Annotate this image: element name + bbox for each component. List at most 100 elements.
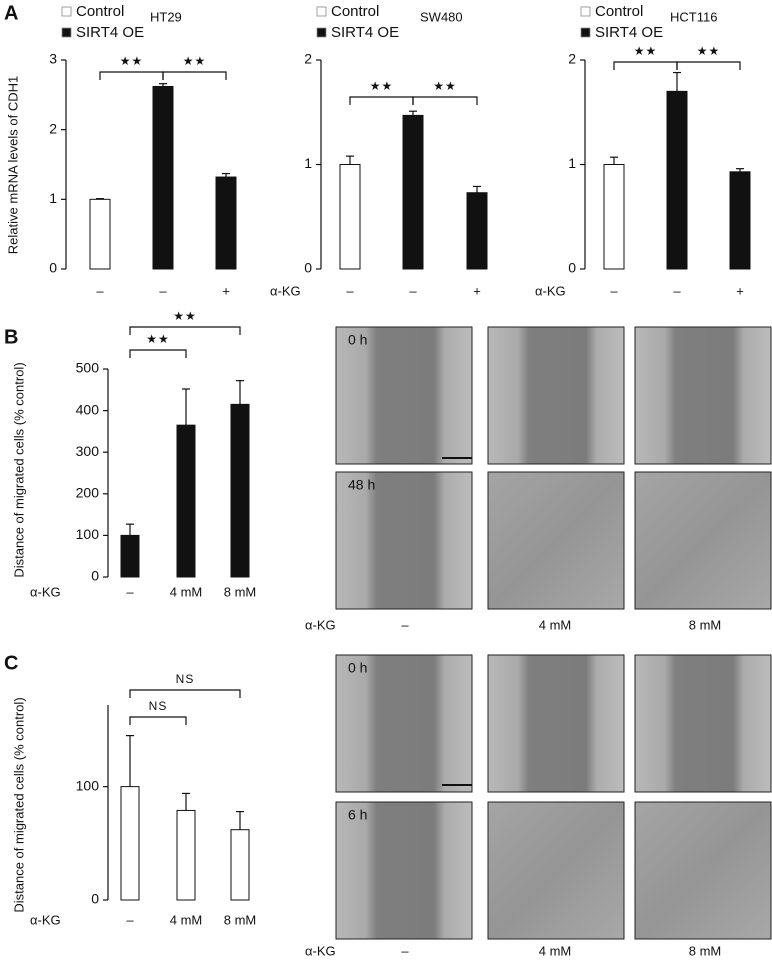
column-label: α-KG (305, 943, 336, 958)
y-tick-label: 200 (76, 485, 100, 501)
significance-bracket (99, 71, 164, 80)
bar (729, 171, 751, 270)
legend-label: SIRT4 OE (595, 24, 663, 41)
y-tick-label: 100 (76, 777, 100, 793)
y-tick-label: 500 (76, 360, 100, 376)
legend-swatch (316, 6, 327, 17)
micrograph (634, 326, 772, 465)
panel-letter: A (4, 2, 18, 24)
column-label: α-KG (305, 617, 336, 632)
legend-label: SIRT4 OE (76, 24, 144, 41)
y-tick-label: 2 (49, 120, 57, 136)
bar (120, 534, 140, 578)
x-tick-label: 8 mM (224, 584, 257, 599)
y-tick-label: 2 (304, 51, 312, 67)
significance-label: ★★ (173, 309, 197, 323)
x-tick-label: – (673, 283, 681, 298)
bar (89, 198, 111, 270)
x-tick-label: – (610, 283, 618, 298)
bar (152, 85, 174, 270)
bar (603, 164, 625, 270)
x-tick-label: + (222, 283, 230, 298)
legend-swatch (580, 6, 591, 17)
time-label: 48 h (348, 477, 375, 493)
y-tick-label: 100 (76, 526, 100, 542)
x-tick-label: – (96, 283, 104, 298)
micrograph (335, 654, 473, 793)
significance-bracket (349, 96, 414, 105)
micrograph (634, 801, 772, 940)
legend-label: SIRT4 OE (331, 24, 399, 41)
significance-label: ★★ (146, 332, 170, 346)
x-tick-label: + (473, 283, 481, 298)
micrograph (487, 801, 625, 940)
condition-label: 8 mM (689, 617, 722, 632)
micrograph (335, 801, 473, 940)
chart-title: SW480 (420, 9, 463, 24)
significance-label: ★★ (370, 79, 394, 93)
significance-label: ★★ (433, 79, 457, 93)
legend-swatch (580, 27, 591, 38)
legend-label: Control (331, 3, 379, 20)
condition-label: 4 mM (539, 617, 572, 632)
y-tick-label: 1 (304, 155, 312, 171)
legend-swatch (316, 27, 327, 38)
micrograph (335, 326, 473, 465)
micrograph (634, 471, 772, 610)
significance-bracket (613, 61, 678, 70)
y-axis-label: Distance of migrated cells (% control) (11, 362, 26, 577)
chart-title: HT29 (150, 9, 182, 24)
y-tick-label: 0 (91, 568, 99, 584)
condition-label: – (401, 617, 409, 632)
legend-swatch (61, 27, 72, 38)
micrograph (487, 654, 625, 793)
significance-label: NS (176, 672, 195, 686)
x-tick-label: – (126, 584, 134, 599)
significance-bracket (676, 61, 741, 70)
x-tick-label: – (159, 283, 167, 298)
row-label: α-KG (535, 283, 566, 298)
time-label: 6 h (348, 807, 367, 823)
legend-swatch (61, 6, 72, 17)
row-label: α-KG (30, 912, 61, 927)
significance-bracket (129, 326, 241, 335)
panel-letter: C (4, 652, 18, 674)
bar (120, 786, 140, 901)
bar (176, 424, 196, 578)
x-tick-label: – (126, 912, 134, 927)
significance-bracket (412, 96, 478, 105)
y-axis-label: Distance of migrated cells (% control) (11, 697, 26, 912)
bar (466, 192, 488, 270)
y-tick-label: 0 (49, 260, 57, 276)
y-tick-label: 0 (568, 260, 576, 276)
significance-bracket (129, 689, 241, 698)
condition-label: 4 mM (539, 943, 572, 958)
y-tick-label: 1 (49, 190, 57, 206)
x-tick-label: 8 mM (224, 912, 257, 927)
time-label: 0 h (348, 332, 367, 348)
bar (230, 829, 250, 901)
x-tick-label: – (346, 283, 354, 298)
condition-label: 8 mM (689, 943, 722, 958)
chart-title: HCT116 (670, 9, 717, 24)
row-label: α-KG (30, 584, 61, 599)
micrograph (487, 471, 625, 610)
significance-bracket (129, 349, 187, 358)
y-tick-label: 3 (49, 51, 57, 67)
significance-bracket (162, 71, 227, 80)
x-tick-label: – (409, 283, 417, 298)
bar (230, 403, 250, 578)
panel-letter: B (4, 326, 18, 348)
significance-label: ★★ (634, 44, 658, 58)
bar (339, 164, 361, 270)
x-tick-label: 4 mM (170, 584, 203, 599)
legend-label: Control (76, 3, 124, 20)
legend-label: Control (595, 3, 643, 20)
micrograph (335, 471, 473, 610)
significance-label: ★★ (120, 54, 144, 68)
y-tick-label: 300 (76, 443, 100, 459)
significance-label: NS (149, 699, 168, 713)
micrograph (634, 654, 772, 793)
row-label: α-KG (270, 283, 301, 298)
